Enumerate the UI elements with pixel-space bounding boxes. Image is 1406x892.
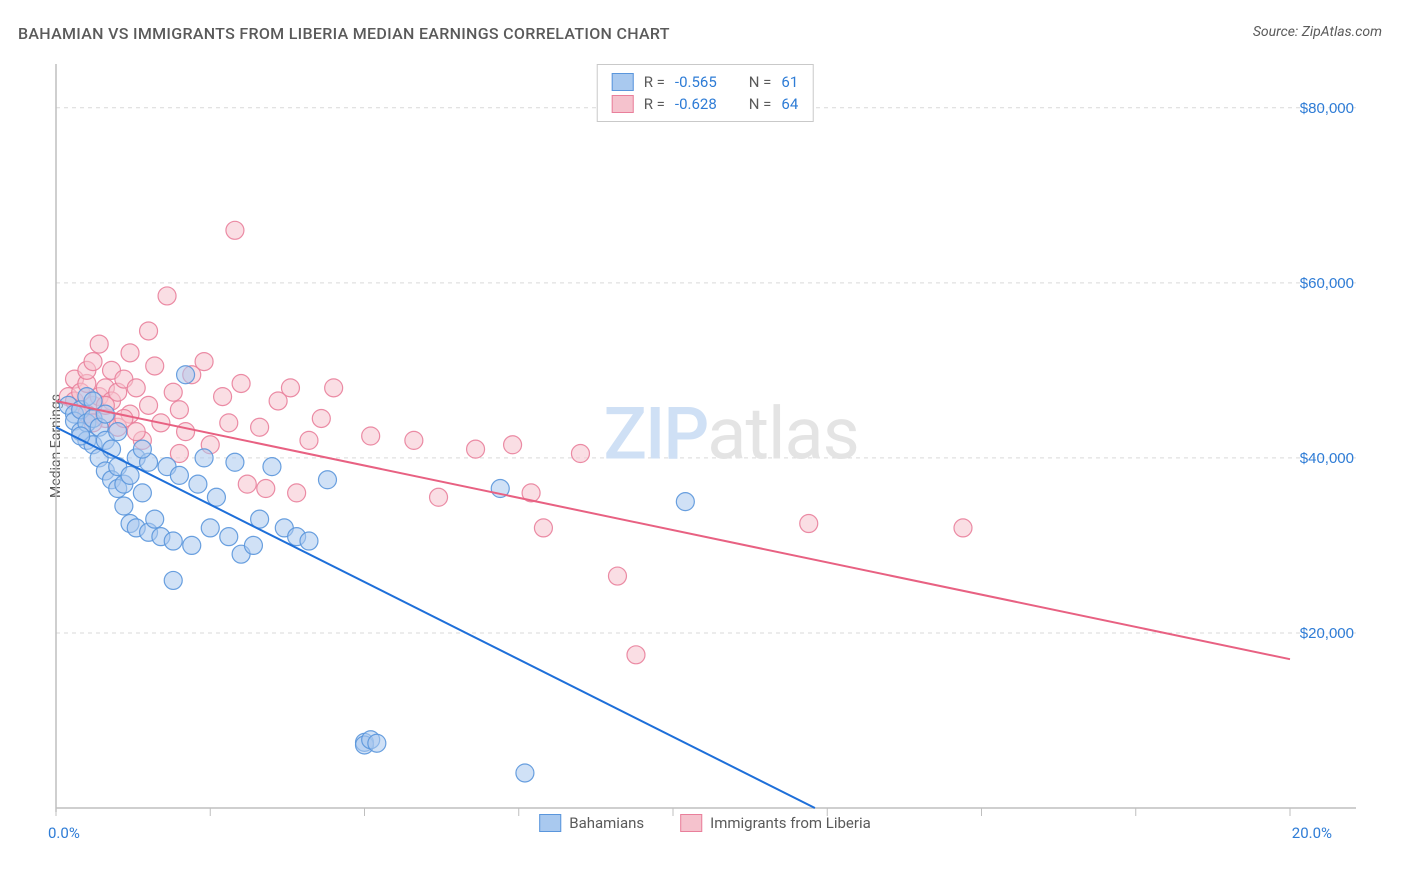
n-label: N = [749,73,772,91]
x-max-label: 20.0% [1292,824,1332,842]
legend-item-liberia: Immigrants from Liberia [680,814,871,832]
r-value-1: -0.565 [675,73,717,91]
chart-area: $20,000$40,000$60,000$80,000 ZIPatlas R … [50,60,1360,840]
svg-text:$60,000: $60,000 [1300,275,1354,292]
r-label: R = [644,95,665,113]
correlation-stats-box: R = -0.565 N = 61 R = -0.628 N = 64 [597,64,814,122]
svg-text:$80,000: $80,000 [1300,100,1354,117]
n-value-1: 61 [781,73,798,91]
legend-item-bahamians: Bahamians [539,814,644,832]
stats-swatch-bahamians [612,73,634,91]
svg-text:$40,000: $40,000 [1300,450,1354,467]
r-label: R = [644,73,665,91]
legend-label: Immigrants from Liberia [710,814,871,832]
svg-text:$20,000: $20,000 [1300,625,1354,642]
source-name: ZipAtlas.com [1302,24,1382,40]
n-value-2: 64 [781,95,798,113]
stats-swatch-liberia [612,95,634,113]
scatter-plot-svg: $20,000 $40,000 $60,000 $80,000 [50,60,1360,840]
legend-label: Bahamians [569,814,644,832]
source-attribution: Source: ZipAtlas.com [1253,24,1382,40]
legend-swatch-bahamians [539,814,561,832]
bottom-legend: Bahamians Immigrants from Liberia [539,814,871,832]
chart-title: BAHAMIAN VS IMMIGRANTS FROM LIBERIA MEDI… [18,24,670,43]
stats-row: R = -0.565 N = 61 [612,71,799,93]
r-value-2: -0.628 [675,95,717,113]
legend-swatch-liberia [680,814,702,832]
stats-row: R = -0.628 N = 64 [612,93,799,115]
n-label: N = [749,95,772,113]
source-label: Source: [1253,24,1302,40]
x-min-label: 0.0% [48,824,80,842]
